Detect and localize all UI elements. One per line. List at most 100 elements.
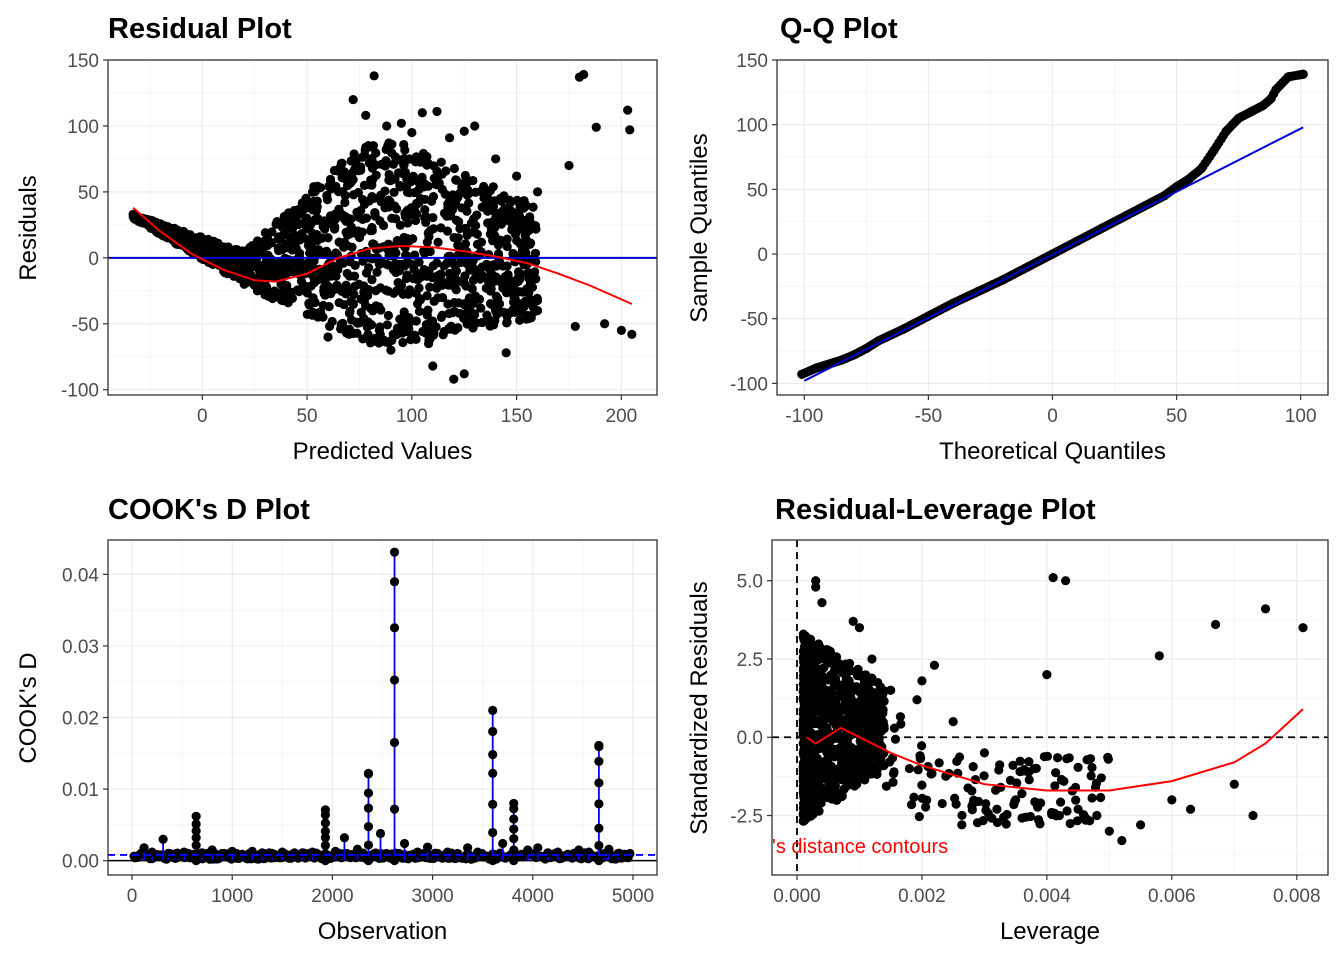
data-point bbox=[296, 276, 306, 286]
data-point bbox=[417, 108, 427, 118]
data-point bbox=[574, 845, 584, 855]
data-point bbox=[403, 218, 413, 228]
data-point bbox=[852, 671, 863, 681]
data-point bbox=[531, 274, 541, 284]
y-axis-label: COOK's D bbox=[15, 652, 42, 763]
data-point bbox=[398, 327, 408, 337]
data-point bbox=[388, 251, 398, 261]
data-point bbox=[207, 845, 217, 855]
data-point bbox=[203, 234, 213, 244]
data-point bbox=[828, 712, 838, 722]
data-point bbox=[425, 246, 435, 257]
data-point bbox=[252, 236, 263, 246]
data-point bbox=[453, 848, 463, 859]
data-point bbox=[265, 287, 275, 297]
data-point bbox=[1154, 651, 1164, 661]
data-point bbox=[890, 734, 901, 744]
data-point bbox=[1062, 754, 1072, 764]
data-point bbox=[414, 283, 424, 293]
data-point bbox=[843, 780, 853, 790]
x-tick-label: 0.002 bbox=[898, 886, 946, 907]
data-point bbox=[482, 310, 492, 320]
chart-title: Residual-Leverage Plot bbox=[775, 494, 1096, 526]
data-point bbox=[483, 276, 494, 286]
data-point bbox=[805, 692, 815, 702]
data-point bbox=[274, 242, 285, 253]
data-point bbox=[359, 287, 369, 297]
data-point bbox=[352, 164, 362, 174]
data-point bbox=[320, 805, 330, 815]
data-point bbox=[375, 283, 385, 293]
data-point bbox=[463, 843, 473, 853]
data-point bbox=[864, 755, 874, 765]
x-tick-label: 0.008 bbox=[1273, 886, 1321, 907]
data-point bbox=[453, 323, 463, 333]
data-point bbox=[417, 172, 427, 182]
data-point bbox=[477, 317, 487, 328]
data-point bbox=[425, 282, 435, 292]
x-tick-label: 4000 bbox=[512, 886, 554, 907]
data-point bbox=[843, 738, 853, 748]
data-point bbox=[830, 679, 840, 689]
data-point bbox=[805, 811, 816, 821]
plot-marks bbox=[108, 69, 657, 384]
data-point bbox=[320, 833, 330, 843]
data-point bbox=[421, 266, 432, 276]
data-point bbox=[509, 798, 519, 809]
data-point bbox=[867, 654, 877, 664]
x-tick-label: 0.000 bbox=[773, 886, 821, 907]
x-tick-label: 100 bbox=[396, 406, 428, 427]
data-point bbox=[368, 239, 378, 249]
data-point bbox=[613, 848, 623, 859]
data-point bbox=[449, 232, 459, 243]
data-point bbox=[428, 361, 438, 371]
data-point bbox=[1104, 826, 1114, 836]
data-point bbox=[376, 190, 386, 200]
data-point bbox=[921, 802, 931, 812]
data-point bbox=[844, 658, 855, 669]
y-tick-label: 2.5 bbox=[737, 650, 763, 671]
data-point bbox=[432, 106, 442, 117]
data-point bbox=[495, 235, 505, 245]
data-point bbox=[404, 154, 415, 164]
y-tick-label: -50 bbox=[741, 310, 768, 331]
data-point bbox=[191, 811, 201, 821]
data-point bbox=[844, 679, 855, 689]
gridlines bbox=[777, 59, 1328, 395]
data-point bbox=[342, 284, 353, 295]
data-point bbox=[570, 321, 580, 332]
data-point bbox=[835, 743, 845, 753]
data-point bbox=[811, 718, 821, 729]
data-point bbox=[1073, 762, 1083, 772]
data-point bbox=[420, 205, 430, 215]
x-tick-label: 3000 bbox=[411, 886, 453, 907]
data-point bbox=[304, 298, 314, 308]
data-point bbox=[912, 695, 922, 705]
data-point bbox=[320, 849, 330, 859]
data-point bbox=[349, 149, 359, 159]
data-point bbox=[414, 306, 424, 317]
data-point bbox=[335, 257, 345, 267]
data-point bbox=[1196, 164, 1207, 174]
data-point bbox=[1171, 182, 1182, 192]
data-point bbox=[193, 236, 203, 246]
data-point bbox=[875, 682, 886, 692]
y-tick-label: 100 bbox=[67, 117, 99, 138]
data-point bbox=[438, 330, 448, 340]
data-point bbox=[165, 226, 175, 236]
data-point bbox=[285, 235, 296, 245]
data-point bbox=[1298, 69, 1308, 79]
data-point bbox=[389, 737, 400, 748]
data-point bbox=[446, 211, 456, 221]
data-point bbox=[375, 329, 385, 339]
data-point bbox=[515, 217, 525, 227]
data-point bbox=[1229, 779, 1239, 789]
data-point bbox=[330, 846, 341, 856]
data-point bbox=[799, 670, 809, 680]
data-point bbox=[502, 241, 512, 252]
data-point bbox=[358, 256, 368, 266]
data-point bbox=[917, 741, 927, 751]
data-point bbox=[815, 705, 825, 715]
data-point bbox=[353, 187, 364, 198]
data-point bbox=[286, 223, 296, 233]
